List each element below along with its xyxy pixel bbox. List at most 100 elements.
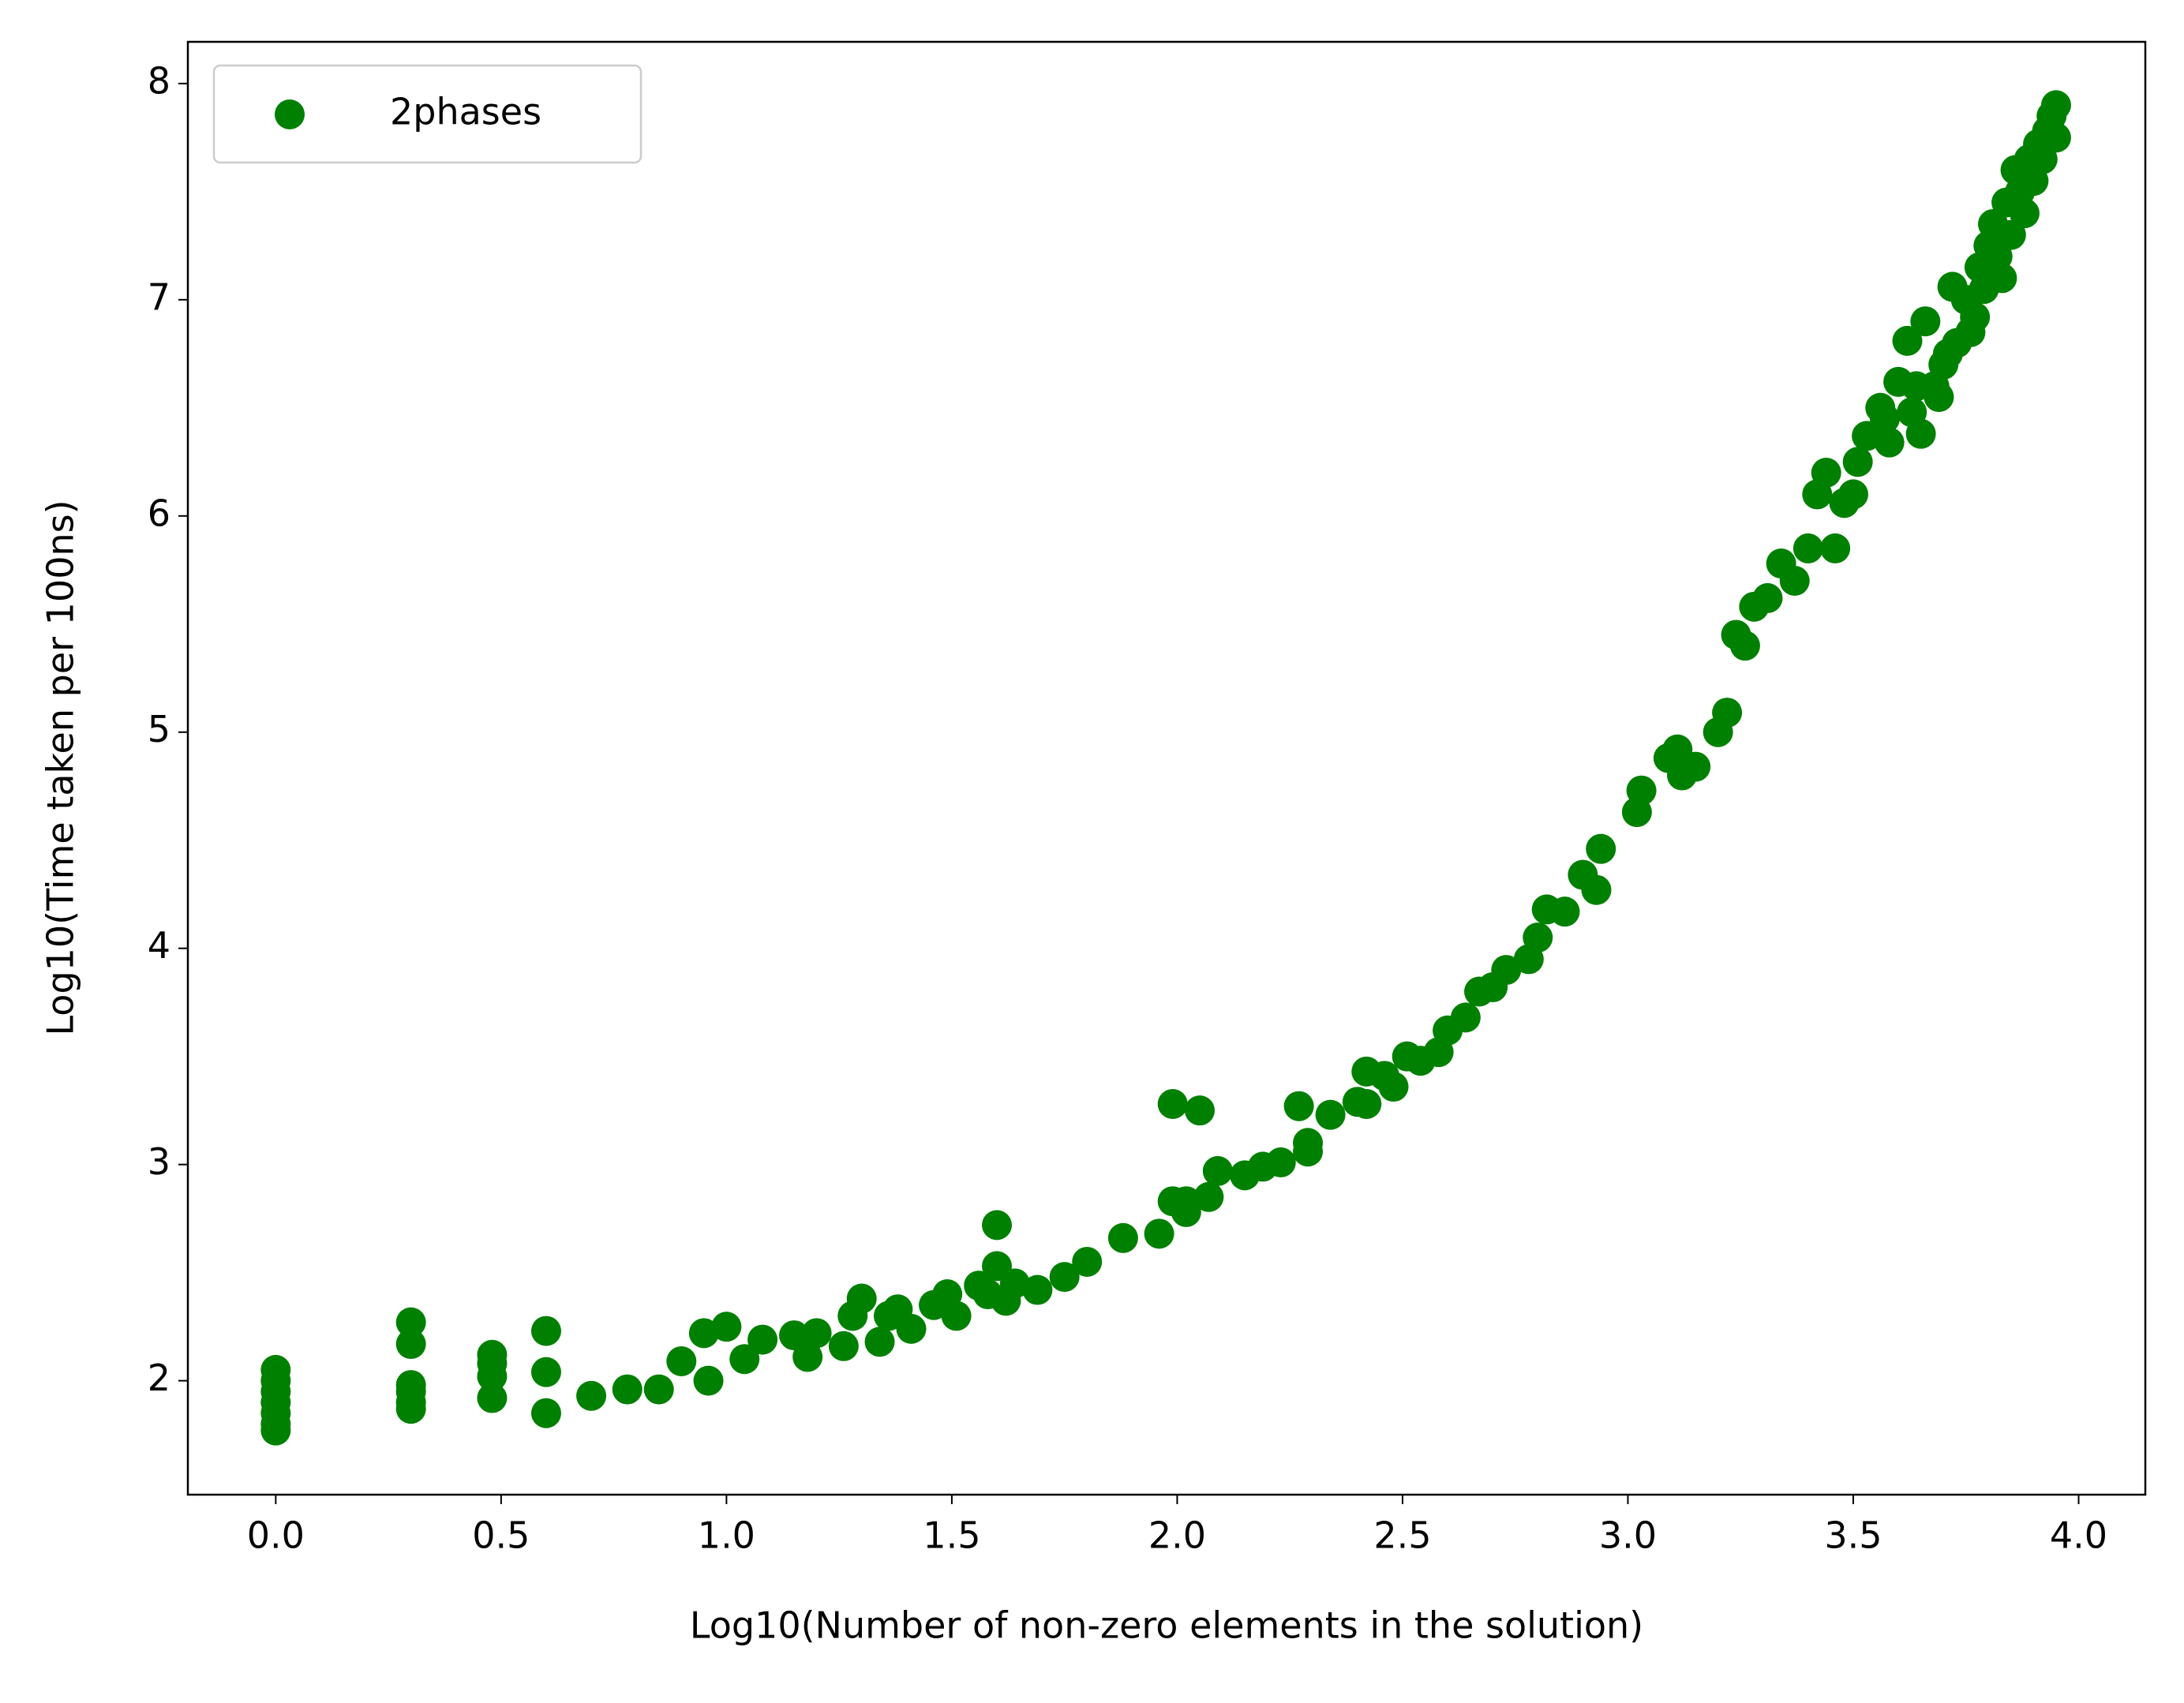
point xyxy=(2009,198,2040,229)
point xyxy=(1892,325,1923,356)
point xyxy=(779,1320,810,1351)
point xyxy=(1820,533,1851,563)
point xyxy=(395,1307,426,1338)
point xyxy=(2040,90,2071,121)
x-tick-label: 4.0 xyxy=(2050,1514,2107,1557)
point xyxy=(1752,582,1783,613)
point xyxy=(792,1342,823,1372)
point xyxy=(477,1383,508,1413)
point xyxy=(729,1344,760,1375)
point xyxy=(1586,833,1616,864)
y-axis-label: Log10(Time taken per 100ns) xyxy=(39,500,82,1035)
x-tick-label: 2.5 xyxy=(1373,1514,1431,1557)
point xyxy=(1450,1002,1481,1033)
point xyxy=(530,1398,561,1428)
point xyxy=(1315,1099,1346,1130)
x-tick-label: 1.0 xyxy=(698,1514,755,1557)
point xyxy=(2040,122,2071,153)
point xyxy=(1378,1072,1409,1102)
point xyxy=(643,1374,674,1405)
point xyxy=(666,1346,697,1376)
point xyxy=(612,1374,642,1405)
y-tick-label: 6 xyxy=(148,492,170,534)
point xyxy=(688,1318,719,1349)
point xyxy=(1265,1147,1296,1177)
point xyxy=(1022,1274,1053,1305)
point xyxy=(1581,874,1612,905)
y-tick-label: 8 xyxy=(148,59,170,102)
y-tick-label: 7 xyxy=(148,275,170,318)
point xyxy=(1869,403,1900,434)
point xyxy=(864,1327,895,1357)
legend-label: 2phases xyxy=(390,91,541,133)
point xyxy=(846,1283,877,1314)
point xyxy=(1680,751,1711,782)
point xyxy=(801,1318,832,1349)
point xyxy=(1107,1222,1138,1253)
point xyxy=(260,1415,291,1446)
point xyxy=(1491,955,1522,986)
point xyxy=(1910,306,1941,337)
point xyxy=(576,1380,607,1411)
x-tick-label: 0.0 xyxy=(247,1514,305,1557)
point xyxy=(1549,896,1580,927)
point xyxy=(1874,427,1905,458)
point xyxy=(828,1331,859,1361)
legend-marker xyxy=(275,99,305,129)
x-tick-label: 2.0 xyxy=(1148,1514,1206,1557)
point xyxy=(1811,457,1841,488)
point xyxy=(1793,533,1823,563)
point xyxy=(530,1357,561,1387)
point xyxy=(395,1394,426,1424)
point xyxy=(1712,698,1743,728)
point xyxy=(1157,1088,1188,1119)
point xyxy=(1144,1218,1174,1249)
point xyxy=(1995,219,2026,250)
point xyxy=(1171,1196,1201,1227)
x-tick-label: 1.5 xyxy=(923,1514,980,1557)
point xyxy=(1955,316,1986,347)
y-tick-label: 4 xyxy=(148,924,170,967)
point xyxy=(1842,447,1873,477)
point xyxy=(477,1361,508,1392)
point xyxy=(530,1316,561,1346)
point xyxy=(999,1268,1030,1299)
point xyxy=(1924,382,1954,413)
point xyxy=(1202,1155,1233,1186)
point xyxy=(395,1329,426,1360)
point xyxy=(1932,339,1963,369)
point xyxy=(1969,274,1999,305)
x-tick-label: 3.5 xyxy=(1824,1514,1882,1557)
x-tick-label: 0.5 xyxy=(472,1514,530,1557)
x-axis-label: Log10(Number of non-zero elements in the… xyxy=(690,1604,1643,1647)
point xyxy=(941,1301,972,1331)
point xyxy=(747,1324,778,1355)
point xyxy=(1283,1091,1314,1121)
y-tick-label: 5 xyxy=(148,708,170,750)
point xyxy=(1901,371,1931,402)
point xyxy=(1049,1262,1080,1293)
point xyxy=(711,1312,742,1342)
point xyxy=(1072,1246,1103,1277)
y-tick-label: 3 xyxy=(148,1140,170,1183)
point xyxy=(693,1365,724,1396)
point xyxy=(1779,565,1810,596)
x-tick-label: 3.0 xyxy=(1599,1514,1657,1557)
point xyxy=(1905,418,1936,449)
point xyxy=(1193,1181,1224,1212)
point xyxy=(1626,775,1657,806)
plot-frame xyxy=(186,40,2147,1496)
point xyxy=(982,1210,1013,1241)
point xyxy=(1293,1136,1324,1167)
point xyxy=(1729,631,1760,661)
point xyxy=(1837,479,1868,510)
point xyxy=(1184,1095,1215,1126)
point xyxy=(1351,1088,1382,1119)
y-tick-label: 2 xyxy=(148,1357,170,1399)
point xyxy=(2027,144,2058,174)
point xyxy=(1523,923,1553,953)
point xyxy=(896,1313,927,1344)
legend-box xyxy=(212,64,642,164)
